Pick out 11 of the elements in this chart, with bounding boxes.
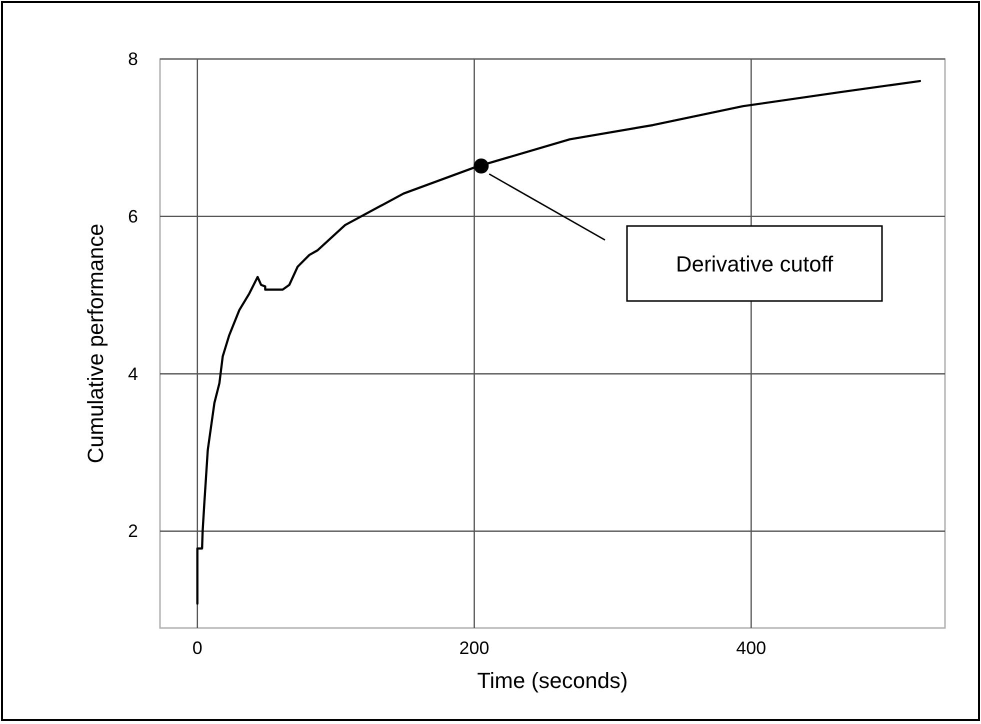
y-axis-title: Cumulative performance (83, 224, 108, 464)
x-tick-label: 400 (736, 638, 766, 658)
x-tick-label: 200 (459, 638, 490, 658)
x-axis-title: Time (seconds) (477, 668, 628, 693)
y-tick-label: 2 (128, 521, 138, 542)
annotation: Derivative cutoff (676, 252, 834, 276)
line-series (196, 80, 922, 605)
y-tick-label: 4 (128, 364, 138, 384)
x-tick-label: 0 (192, 638, 202, 658)
y-tick-label: 8 (128, 49, 138, 69)
y-tick-label: 6 (128, 206, 138, 226)
